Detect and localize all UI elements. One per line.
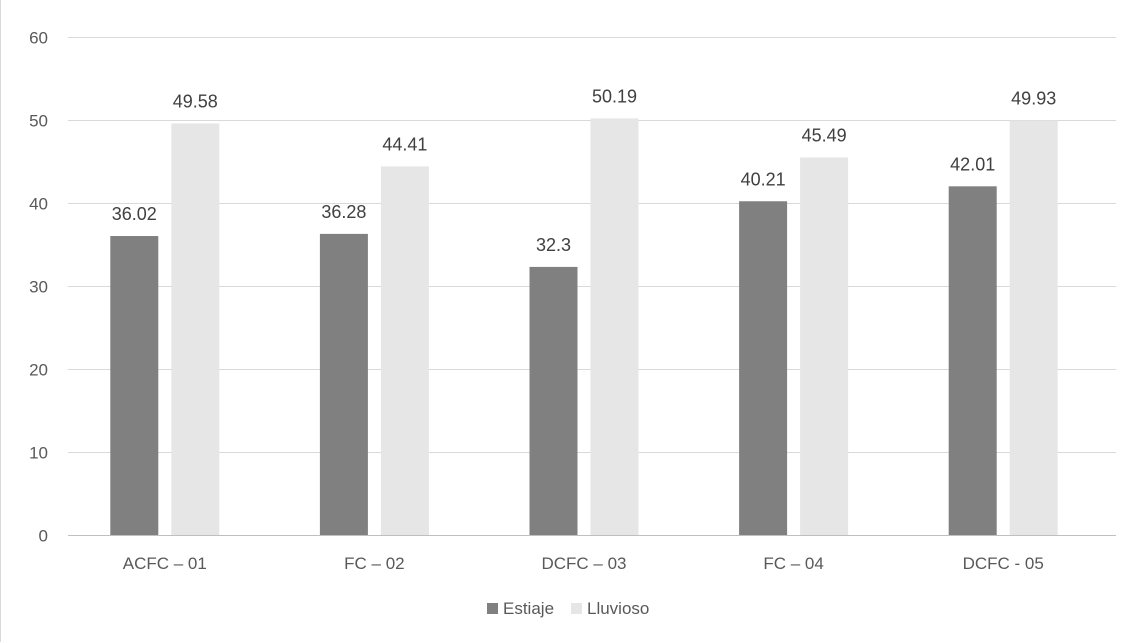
bar-estiaje [739,201,788,535]
data-label: 40.21 [741,169,786,189]
x-category-label: FC – 02 [344,554,404,573]
bar-estiaje [319,233,368,535]
y-tick-label: 30 [29,278,48,297]
data-label: 44.41 [382,134,427,154]
legend-swatch-lluvioso [571,603,582,614]
bar-lluvioso [1009,120,1058,536]
data-label: 36.02 [112,204,157,224]
bar-estiaje [948,186,997,535]
y-tick-label: 20 [29,361,48,380]
legend-swatch-estiaje [487,603,498,614]
legend-label-lluvioso: Lluvioso [587,599,649,618]
x-category-label: ACFC – 01 [123,554,207,573]
data-labels: 36.02 49.58 36.28 44.41 32.3 50.19 40.21 45.49 4… [112,86,1056,254]
y-tick-label: 60 [29,29,48,48]
data-label: 49.58 [173,91,218,111]
x-category-label: DCFC – 03 [541,554,626,573]
data-label: 49.93 [1011,89,1056,109]
x-category-label: DCFC - 05 [963,554,1044,573]
y-tick-label: 10 [29,444,48,463]
bar-estiaje [110,236,159,535]
data-label: 42.01 [950,154,995,174]
y-tick-label: 40 [29,195,48,214]
y-tick-label: 0 [39,527,48,546]
data-label: 36.28 [321,202,366,222]
x-category-label: FC – 04 [763,554,823,573]
x-axis-category-labels: ACFC – 01 FC – 02 DCFC – 03 FC – 04 DCFC - 0… [123,554,1044,573]
data-label: 45.49 [802,125,847,145]
bar-estiaje [529,266,578,535]
data-label: 32.3 [536,235,571,255]
bar-lluvioso [590,118,639,535]
legend-label-estiaje: Estiaje [503,599,554,618]
bar-lluvioso [171,123,220,536]
data-label: 50.19 [592,86,637,106]
bar-lluvioso [380,166,429,535]
bar-lluvioso [800,157,849,536]
y-tick-label: 50 [29,112,48,131]
y-axis-tick-labels: 0 10 20 30 40 50 60 [29,29,48,546]
bars [110,118,1058,536]
legend: Estiaje Lluvioso [487,599,649,618]
